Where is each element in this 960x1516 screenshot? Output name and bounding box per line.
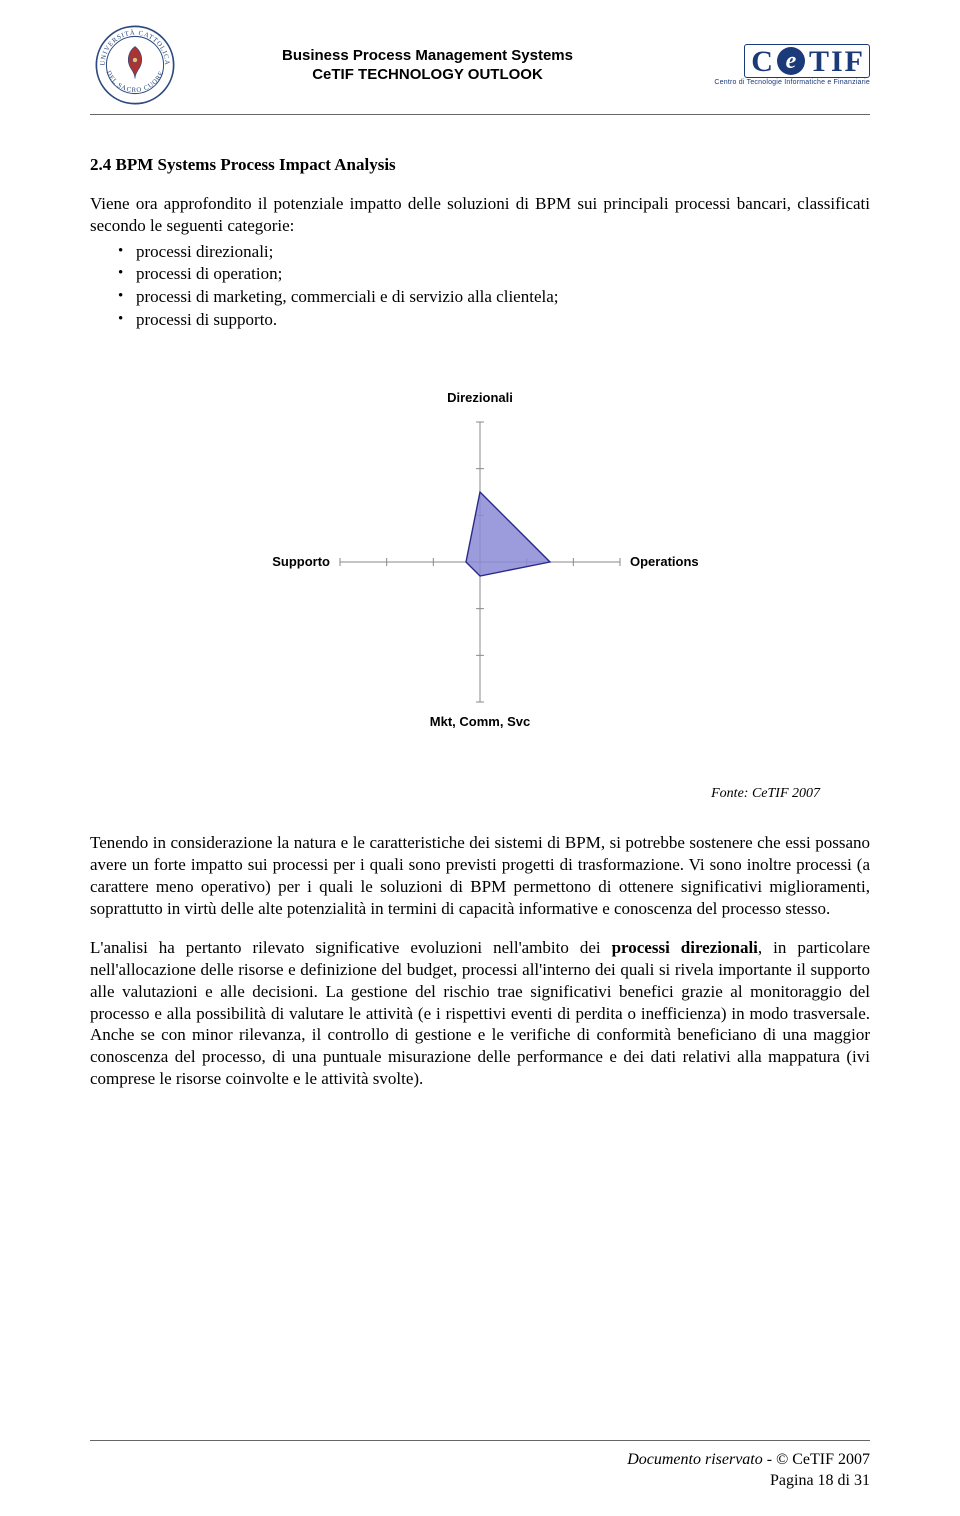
cetif-logo-sub: Centro di Tecnologie Informatiche e Fina… [675,79,870,86]
seal-icon: UNIVERSITÀ CATTOLICA DEL SACRO CUORE [93,23,177,107]
page-header: UNIVERSITÀ CATTOLICA DEL SACRO CUORE Bus… [90,20,870,115]
logo-letter: C [751,47,773,77]
chart-source: Fonte: CeTIF 2007 [90,786,820,802]
footer-line1: Documento riservato - © CeTIF 2007 [90,1449,870,1471]
axis-label-operations: Operations [630,554,699,569]
list-item: processi di marketing, commerciali e di … [90,286,870,309]
list-item: processi direzionali; [90,241,870,264]
axis-label-direzionali: Direzionali [447,390,513,405]
body-paragraph: L'analisi ha pertanto rilevato significa… [90,937,870,1089]
page-footer: Documento riservato - © CeTIF 2007 Pagin… [90,1440,870,1492]
header-title: Business Process Management Systems CeTI… [180,46,675,85]
section-title: 2.4 BPM Systems Process Impact Analysis [90,155,870,175]
body-paragraph: Tenendo in considerazione la natura e le… [90,832,870,919]
bold-phrase: processi direzionali [612,938,758,957]
cetif-logo-icon: C e T I F [744,44,870,78]
cetif-logo-block: C e T I F Centro di Tecnologie Informati… [675,44,870,86]
list-item: processi di supporto. [90,309,870,332]
logo-letter: I [831,47,843,77]
intro-paragraph: Viene ora approfondito il potenziale imp… [90,193,870,237]
header-title-line2: CeTIF TECHNOLOGY OUTLOOK [180,65,675,85]
university-seal: UNIVERSITÀ CATTOLICA DEL SACRO CUORE [90,20,180,110]
radar-chart: Direzionali Operations Mkt, Comm, Svc Su… [90,362,870,762]
footer-riservato: Documento riservato [627,1451,763,1468]
bullet-list: processi direzionali; processi di operat… [90,241,870,333]
footer-copyright: - © CeTIF 2007 [763,1451,870,1468]
header-title-line1: Business Process Management Systems [180,46,675,66]
axis-label-mkt: Mkt, Comm, Svc [430,714,530,729]
list-item: processi di operation; [90,263,870,286]
axis-label-supporto: Supporto [272,554,330,569]
logo-letter: F [845,47,863,77]
footer-page-number: Pagina 18 di 31 [90,1470,870,1492]
logo-letter-e: e [777,47,805,75]
logo-letter: T [809,47,829,77]
